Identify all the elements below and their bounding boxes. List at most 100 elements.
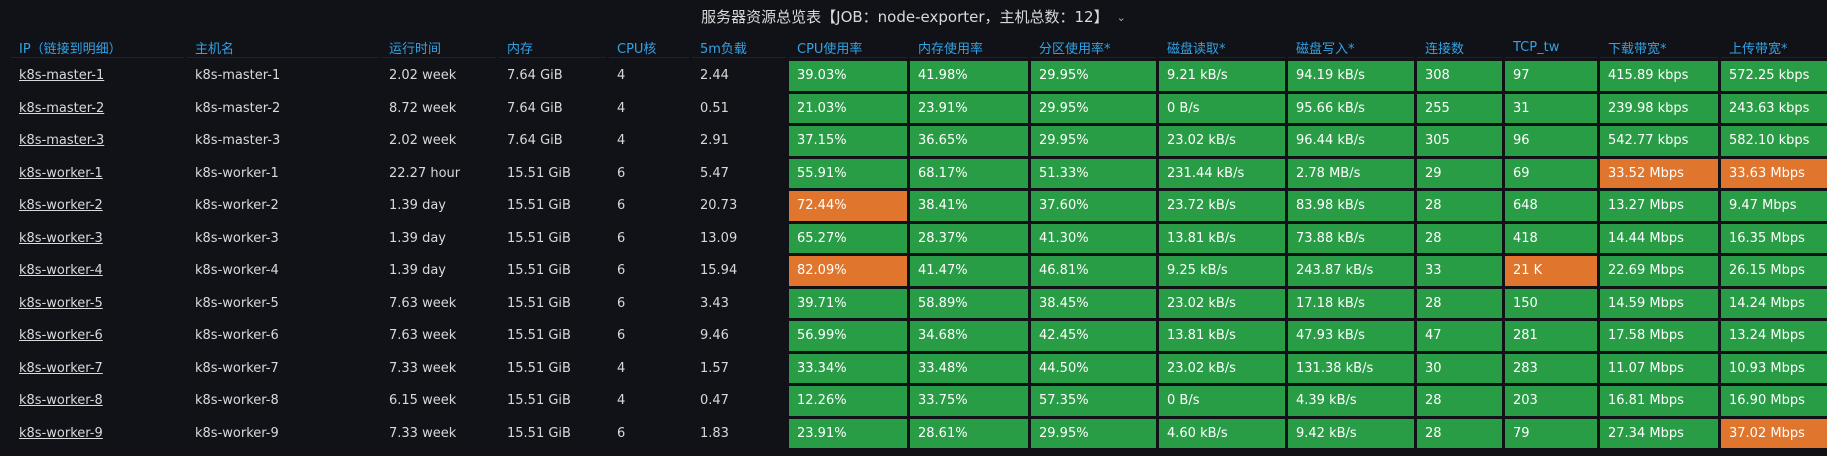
column-header-memp[interactable]: 内存使用率 xyxy=(910,37,1028,58)
cell-read: 13.81 kB/s xyxy=(1159,223,1285,253)
cell-read: 23.02 kB/s xyxy=(1159,288,1285,318)
cell-disk: 38.45% xyxy=(1031,288,1156,318)
cell-conn: 255 xyxy=(1417,93,1502,123)
cell-tcp: 281 xyxy=(1505,321,1597,351)
table-row: k8s-worker-9 k8s-worker-9 7.33 week 15.51 G… xyxy=(11,418,1827,448)
host-detail-link[interactable]: k8s-worker-7 xyxy=(19,360,103,376)
cell-mem: 15.51 GiB xyxy=(507,263,571,279)
cell-down: 33.52 Mbps xyxy=(1600,158,1718,188)
cell-memp: 23.91% xyxy=(910,93,1028,123)
cell-host: k8s-worker-3 xyxy=(195,230,279,246)
host-detail-link[interactable]: k8s-worker-8 xyxy=(19,393,103,409)
cell-up: 26.15 Mbps xyxy=(1721,256,1827,286)
cell-disk: 51.33% xyxy=(1031,158,1156,188)
cell-tcp: 283 xyxy=(1505,353,1597,383)
cell-tcp: 97 xyxy=(1505,61,1597,91)
host-detail-link[interactable]: k8s-worker-4 xyxy=(19,263,103,279)
cell-up: 9.47 Mbps xyxy=(1721,191,1827,221)
table-row: k8s-worker-4 k8s-worker-4 1.39 day 15.51 Gi… xyxy=(11,256,1827,286)
cell-ip: k8s-worker-7 xyxy=(11,354,184,384)
cell-up: 16.90 Mbps xyxy=(1721,386,1827,416)
cell-host: k8s-worker-6 xyxy=(195,328,279,344)
cell-disk: 29.95% xyxy=(1031,418,1156,448)
column-header-read[interactable]: 磁盘读取* xyxy=(1159,37,1285,58)
column-header-uptime[interactable]: 运行时间 xyxy=(381,37,496,58)
cell-up: 243.63 kbps xyxy=(1721,93,1827,123)
cell-memp: 38.41% xyxy=(910,191,1028,221)
host-detail-link[interactable]: k8s-master-3 xyxy=(19,133,105,149)
cell-down: 14.59 Mbps xyxy=(1600,288,1718,318)
host-detail-link[interactable]: k8s-worker-9 xyxy=(19,425,103,441)
host-detail-link[interactable]: k8s-worker-5 xyxy=(19,295,103,311)
cell-uptime: 1.39 day xyxy=(389,263,446,279)
table-row: k8s-worker-6 k8s-worker-6 7.63 week 15.51 G… xyxy=(11,321,1827,351)
cell-mem: 15.51 GiB xyxy=(507,360,571,376)
cell-cpu: 12.26% xyxy=(789,386,907,416)
cell-cores: 6 xyxy=(617,263,626,279)
host-detail-link[interactable]: k8s-worker-2 xyxy=(19,198,103,214)
cell-write: 17.18 kB/s xyxy=(1288,288,1414,318)
cell-mem: 7.64 GiB xyxy=(507,133,563,149)
cell-write: 131.38 kB/s xyxy=(1288,353,1414,383)
cell-host: k8s-worker-7 xyxy=(195,360,279,376)
column-header-tcp[interactable]: TCP_tw xyxy=(1505,37,1597,58)
cell-memp: 36.65% xyxy=(910,126,1028,156)
panel-title[interactable]: 服务器资源总览表【JOB：node-exporter，主机总数：12】 ⌄ xyxy=(0,0,1827,34)
host-detail-link[interactable]: k8s-worker-1 xyxy=(19,165,103,181)
cell-mem: 15.51 GiB xyxy=(507,230,571,246)
table-row: k8s-worker-2 k8s-worker-2 1.39 day 15.51 Gi… xyxy=(11,191,1827,221)
cell-cpu: 72.44% xyxy=(789,191,907,221)
cell-load: 5.47 xyxy=(700,165,729,181)
cell-memp: 68.17% xyxy=(910,158,1028,188)
cell-disk: 44.50% xyxy=(1031,353,1156,383)
cell-conn: 47 xyxy=(1417,321,1502,351)
cell-up: 572.25 kbps xyxy=(1721,61,1827,91)
host-detail-link[interactable]: k8s-master-2 xyxy=(19,100,105,116)
cell-conn: 28 xyxy=(1417,386,1502,416)
column-header-down[interactable]: 下载带宽* xyxy=(1600,37,1718,58)
cell-load: 0.47 xyxy=(700,393,729,409)
cell-memp: 33.75% xyxy=(910,386,1028,416)
host-detail-link[interactable]: k8s-master-1 xyxy=(19,68,105,84)
cell-disk: 42.45% xyxy=(1031,321,1156,351)
column-header-cpu[interactable]: CPU使用率 xyxy=(789,37,907,58)
cell-load: 3.43 xyxy=(700,295,729,311)
host-detail-link[interactable]: k8s-worker-6 xyxy=(19,328,103,344)
cell-tcp: 69 xyxy=(1505,158,1597,188)
column-header-conn[interactable]: 连接数 xyxy=(1417,37,1502,58)
column-header-write[interactable]: 磁盘写入* xyxy=(1288,37,1414,58)
cell-cpu: 55.91% xyxy=(789,158,907,188)
column-header-load[interactable]: 5m负载 xyxy=(692,37,786,58)
column-header-up[interactable]: 上传带宽* xyxy=(1721,37,1827,58)
cell-read: 23.72 kB/s xyxy=(1159,191,1285,221)
chevron-down-icon[interactable]: ⌄ xyxy=(1116,11,1126,24)
cell-cpu: 39.03% xyxy=(789,61,907,91)
cell-cores: 6 xyxy=(617,328,626,344)
cell-memp: 28.61% xyxy=(910,418,1028,448)
cell-up: 13.24 Mbps xyxy=(1721,321,1827,351)
table-row: k8s-master-2 k8s-master-2 8.72 week 7.64 Gi… xyxy=(11,93,1827,123)
column-header-disk[interactable]: 分区使用率* xyxy=(1031,37,1156,58)
cell-host: k8s-worker-9 xyxy=(195,425,279,441)
column-header-mem[interactable]: 内存 xyxy=(499,37,606,58)
column-header-cores[interactable]: CPU核 xyxy=(609,37,689,58)
cell-write: 95.66 kB/s xyxy=(1288,93,1414,123)
cell-ip: k8s-worker-4 xyxy=(11,256,184,286)
cell-memp: 28.37% xyxy=(910,223,1028,253)
cell-uptime: 7.33 week xyxy=(389,360,457,376)
column-header-ip[interactable]: IP（链接到明细） xyxy=(11,37,184,58)
host-detail-link[interactable]: k8s-worker-3 xyxy=(19,230,103,246)
cell-disk: 29.95% xyxy=(1031,93,1156,123)
column-header-host[interactable]: 主机名 xyxy=(187,37,378,58)
cell-down: 16.81 Mbps xyxy=(1600,386,1718,416)
cell-read: 231.44 kB/s xyxy=(1159,158,1285,188)
panel-title-text: 服务器资源总览表【JOB：node-exporter，主机总数：12】 xyxy=(701,8,1109,26)
cell-tcp: 21 K xyxy=(1505,256,1597,286)
cell-cpu: 82.09% xyxy=(789,256,907,286)
cell-write: 4.39 kB/s xyxy=(1288,386,1414,416)
cell-read: 9.25 kB/s xyxy=(1159,256,1285,286)
cell-uptime: 8.72 week xyxy=(389,100,457,116)
cell-read: 0 B/s xyxy=(1159,386,1285,416)
cell-tcp: 203 xyxy=(1505,386,1597,416)
cell-host: k8s-worker-8 xyxy=(195,393,279,409)
